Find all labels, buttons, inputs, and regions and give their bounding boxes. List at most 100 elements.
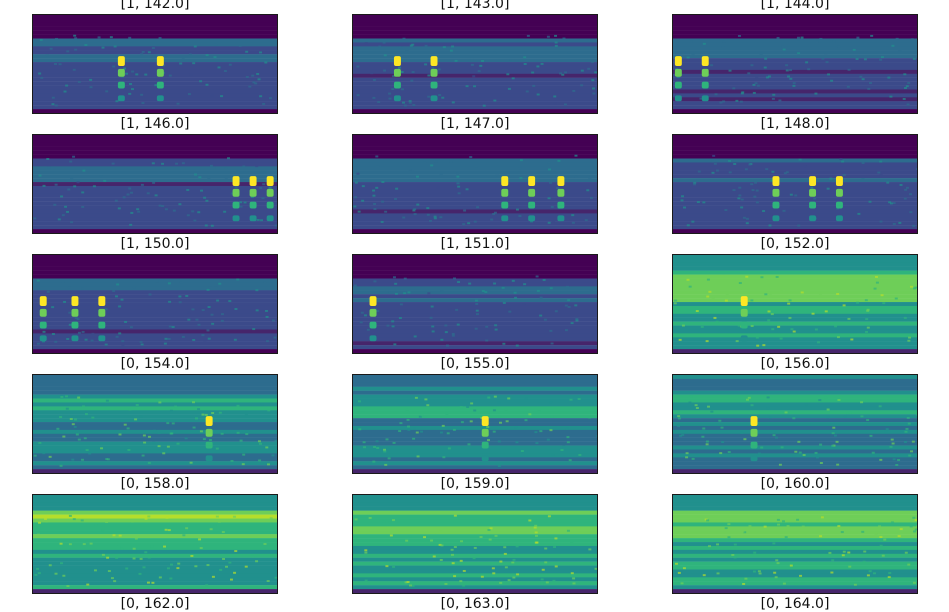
spectrogram-speckle [756, 190, 759, 192]
spectrogram-speckle [264, 543, 267, 545]
spectrogram-speckle [475, 303, 478, 305]
spectrogram-speckle [66, 408, 69, 410]
spectrogram-speckle [511, 319, 514, 321]
spectrogram-band [33, 58, 277, 62]
spectrogram-speckle [131, 71, 134, 73]
spectrogram-band [33, 263, 277, 267]
spectrogram-speckle [825, 310, 828, 312]
call-mark [394, 69, 401, 77]
spectrogram-speckle [68, 286, 71, 288]
spectrogram-speckle [841, 531, 844, 533]
spectrogram-speckle [432, 330, 435, 332]
spectrogram-speckle [115, 295, 118, 297]
spectrogram-speckle [431, 67, 434, 69]
spectrogram-band [353, 526, 597, 530]
spectrogram-band [673, 461, 917, 465]
spectrogram-speckle [784, 172, 787, 174]
spectrogram-speckle [818, 399, 821, 401]
spectrogram-speckle [384, 54, 387, 56]
spectrogram-speckle [224, 536, 227, 538]
spectrogram-speckle [384, 464, 387, 466]
spectrogram-speckle [907, 340, 910, 342]
spectrogram-speckle [378, 46, 381, 48]
spectrogram-speckle [188, 93, 191, 95]
spectrogram-speckle [868, 201, 871, 203]
spectrogram-speckle [741, 288, 744, 290]
spectrogram-speckle [172, 422, 175, 424]
spectrogram-speckle [454, 515, 457, 517]
spectrogram-speckle [234, 339, 237, 341]
spectrogram-speckle [128, 188, 131, 190]
spectrogram-speckle [571, 214, 574, 216]
spectrogram-speckle [815, 329, 818, 331]
call-mark [675, 69, 682, 77]
spectrogram-speckle [457, 186, 460, 188]
spectrogram-band [673, 97, 917, 101]
spectrogram-band [353, 426, 597, 430]
call-mark [772, 189, 779, 197]
spectrogram-speckle [505, 409, 508, 411]
spectrogram-speckle [383, 528, 386, 530]
spectrogram-speckle [712, 297, 715, 299]
spectrogram-band [673, 322, 917, 326]
spectrogram-speckle [187, 319, 190, 321]
spectrogram-speckle [182, 534, 185, 536]
spectrogram-speckle [474, 221, 477, 223]
spectrogram-speckle [67, 189, 70, 191]
spectrogram-speckle [554, 35, 557, 37]
spectrogram-speckle [394, 283, 397, 285]
spectrogram-speckle [129, 83, 132, 85]
spectrogram-speckle [867, 88, 870, 90]
spectrogram-speckle [891, 45, 894, 47]
spectrogram-speckle [355, 182, 358, 184]
spectrogram-speckle [537, 93, 540, 95]
spectrogram-speckle [536, 65, 539, 67]
spectrogram-speckle [869, 435, 872, 437]
spectrogram-band [33, 105, 277, 109]
spectrogram-speckle [805, 61, 808, 63]
spectrogram-band [353, 155, 597, 159]
spectrogram-speckle [424, 63, 427, 65]
spectrogram-speckle [77, 397, 80, 399]
spectrogram-band [673, 589, 917, 593]
spectrogram-speckle [225, 177, 228, 179]
spectrogram-speckle [442, 425, 445, 427]
spectrogram-speckle [893, 202, 896, 204]
spectrogram-speckle [892, 443, 895, 445]
spectrogram-speckle [115, 557, 118, 559]
spectrogram-speckle [383, 42, 386, 44]
spectrogram-speckle [506, 420, 509, 422]
spectrogram-speckle [266, 316, 269, 318]
spectrogram-speckle [409, 584, 412, 586]
spectrogram-speckle [414, 213, 417, 215]
spectrogram-speckle [81, 191, 84, 193]
spectrogram-speckle [572, 222, 575, 224]
spectrogram-speckle [267, 409, 270, 411]
spectrogram-speckle [590, 289, 593, 291]
spectrogram-speckle [781, 46, 784, 48]
spectrogram-band [33, 101, 277, 105]
spectrogram-speckle [163, 546, 166, 548]
spectrogram-speckle [520, 177, 523, 179]
spectrogram-band [353, 282, 597, 286]
call-mark [501, 202, 508, 209]
spectrogram-band [33, 46, 277, 50]
spectrogram-band [673, 19, 917, 23]
spectrogram-speckle [409, 170, 412, 172]
spectrogram-speckle [74, 426, 77, 428]
spectrogram-speckle [270, 517, 273, 519]
spectrogram-panel [32, 134, 278, 234]
spectrogram-speckle [797, 52, 800, 54]
spectrogram-band [353, 379, 597, 383]
spectrogram-speckle [361, 411, 364, 413]
spectrogram-speckle [486, 426, 489, 428]
spectrogram-speckle [495, 329, 498, 331]
spectrogram-band [33, 554, 277, 558]
spectrogram-band [353, 465, 597, 469]
spectrogram-band [673, 155, 917, 159]
spectrogram-speckle [36, 568, 39, 570]
spectrogram-speckle [753, 196, 756, 198]
spectrogram-band [673, 74, 917, 78]
call-mark [528, 202, 535, 209]
spectrogram-speckle [165, 529, 168, 531]
